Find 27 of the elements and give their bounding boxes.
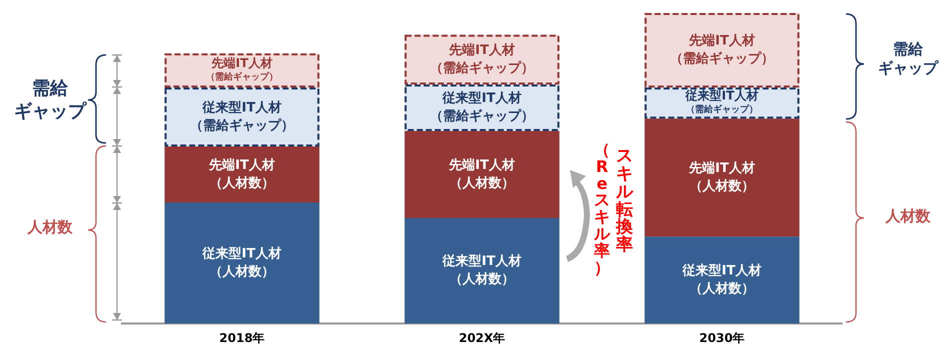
- x-tick-label: 2018年: [219, 330, 265, 345]
- bar: [644, 236, 800, 324]
- text: 需給ギャップ: [13, 78, 88, 123]
- series-label: 先端IT人材（人材数）: [208, 158, 275, 191]
- text: 人材数: [26, 218, 74, 237]
- annotation: （Reスキル率）: [594, 140, 610, 277]
- bar: [404, 218, 560, 324]
- text: 需給ギャップ: [877, 40, 940, 78]
- text: 先端IT人材（需給ギャップ）: [670, 34, 774, 67]
- text: 従来型IT人材（需給ギャップ）: [190, 100, 294, 134]
- bar: [164, 202, 320, 324]
- bar: [404, 131, 560, 218]
- text: 先端IT人材（人材数）: [689, 160, 755, 194]
- x-tick-label: 202X年: [458, 330, 506, 345]
- text: 先端IT人材（人材数）: [449, 158, 515, 191]
- text: 従来型IT人材（人材数）: [202, 246, 282, 280]
- annotation: スキル転換率: [616, 146, 633, 256]
- series-label: 従来型IT人材（需給ギャップ）: [684, 88, 758, 115]
- series-label: 従来型IT人材（人材数）: [682, 263, 762, 296]
- bar: [644, 118, 800, 237]
- bar: [164, 146, 320, 202]
- x-tick-label: 2030年: [699, 330, 745, 345]
- text: 従来型IT人材（需給ギャップ）: [430, 91, 534, 124]
- series-label: 先端IT人材（需給ギャップ）: [206, 56, 278, 82]
- text: 人材数: [884, 207, 932, 226]
- text: 先端IT人材（需給ギャップ）: [430, 42, 534, 76]
- text: 従来型IT人材（人材数）: [442, 254, 522, 288]
